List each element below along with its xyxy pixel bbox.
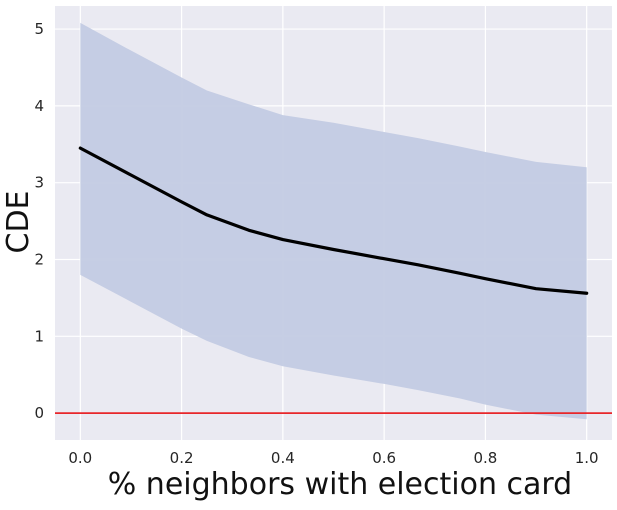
y-tick-labels: 0 1 2 3 4 5	[34, 20, 44, 422]
x-tick-labels: 0.0 0.2 0.4 0.6 0.8 1.0	[68, 449, 598, 467]
y-tick-label: 2	[34, 250, 44, 268]
x-axis-label: % neighbors with election card	[108, 467, 572, 502]
x-tick-label: 0.8	[473, 449, 497, 467]
x-tick-label: 0.4	[271, 449, 295, 467]
y-tick-label: 3	[34, 174, 44, 192]
y-tick-label: 4	[34, 97, 44, 115]
cde-line	[78, 146, 589, 295]
x-tick-label: 0.2	[170, 449, 194, 467]
y-axis-label: CDE	[1, 190, 36, 253]
x-tick-label: 0.6	[372, 449, 396, 467]
confidence-band	[80, 22, 587, 420]
cde-estimate-line	[78, 146, 589, 295]
x-tick-label: 1.0	[575, 449, 599, 467]
confidence-band-area	[80, 22, 587, 420]
y-tick-label: 5	[34, 20, 44, 38]
x-tick-label: 0.0	[68, 449, 92, 467]
y-tick-label: 1	[34, 327, 44, 345]
y-tick-label: 0	[34, 404, 44, 422]
